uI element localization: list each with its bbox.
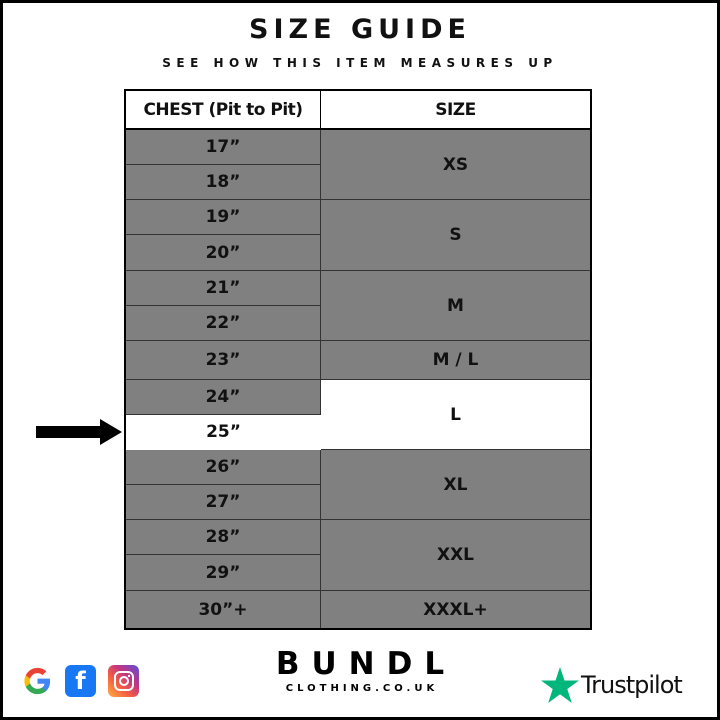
chest-cell: 27” [126,485,321,520]
chest-cell: 21” [126,271,321,306]
arrow-right-icon [36,419,122,445]
brand-subtitle: CLOTHING.CO.UK [285,683,439,694]
page-subtitle: SEE HOW THIS ITEM MEASURES UP [162,56,558,70]
chest-cell: 17” [126,130,321,165]
size-cell: XXL [321,520,590,591]
chest-cell: 24” [126,380,321,415]
size-cell: S [321,200,590,271]
size-cell: M / L [321,341,590,380]
chest-cell: 22” [126,306,321,341]
chest-cell: 29” [126,555,321,591]
size-cell: XXXL+ [321,591,590,628]
brand-logo: BUNDL [275,646,457,682]
chest-cell: 26” [126,450,321,485]
column-header-chest: CHEST (Pit to Pit) [126,91,321,130]
chest-cell: 23” [126,341,321,380]
chest-cell: 20” [126,235,321,271]
size-table: CHEST (Pit to Pit) SIZE 17” 18” 19” 20” … [124,89,592,630]
social-icons: f [22,665,139,697]
instagram-icon[interactable] [108,665,139,697]
google-icon[interactable] [22,665,53,697]
chest-cell: 18” [126,165,321,200]
chest-cell: 28” [126,520,321,555]
page-title: SIZE GUIDE [249,14,471,45]
facebook-icon[interactable]: f [65,665,96,697]
column-header-size: SIZE [321,91,590,130]
size-cell: XL [321,450,590,520]
chest-cell: 30”+ [126,591,321,628]
chest-cell: 19” [126,200,321,235]
size-cell: XS [321,130,590,200]
trustpilot-label: Trustpilot [581,671,683,699]
size-cell-highlighted: L [321,380,590,450]
chest-cell-highlighted: 25” [126,415,321,450]
size-cell: M [321,271,590,341]
star-icon [541,667,579,703]
trustpilot-logo[interactable]: Trustpilot [541,667,683,703]
